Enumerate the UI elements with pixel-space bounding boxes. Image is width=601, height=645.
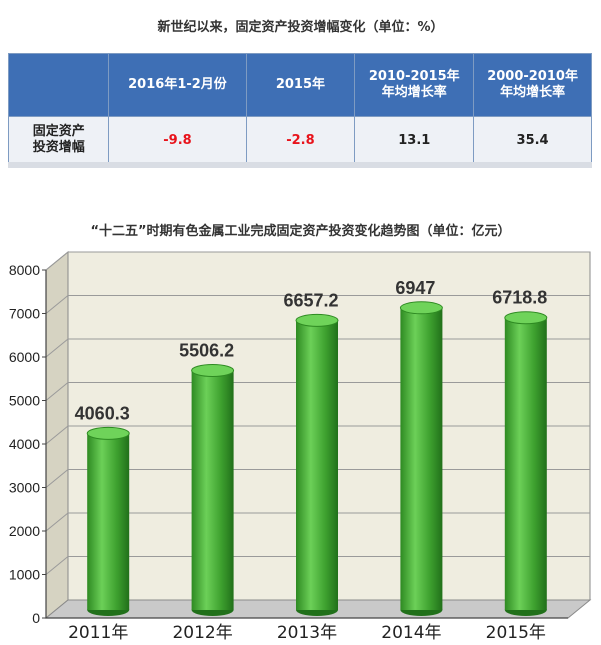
bar-top bbox=[86, 426, 130, 440]
table-row: 固定资产 投资增幅 -9.8 -2.8 13.1 35.4 bbox=[7, 116, 592, 164]
bar-body bbox=[87, 433, 130, 610]
header-cell-2016: 2016年1-2月份 bbox=[108, 53, 247, 117]
header-cell-2010-2015: 2010-2015年 年均增长率 bbox=[354, 53, 475, 117]
y-gridline-side bbox=[45, 382, 69, 401]
bar-value-label: 6718.8 bbox=[492, 288, 547, 308]
bar-top bbox=[191, 363, 235, 377]
table-title: 新世纪以来，固定资产投资增幅变化（单位：%） bbox=[157, 20, 444, 35]
x-tick-label: 2014年 bbox=[381, 623, 441, 643]
y-tick-label: 8000 bbox=[9, 262, 40, 278]
value-cell-2000-2010: 35.4 bbox=[473, 116, 592, 164]
y-tick-label: 0 bbox=[32, 610, 40, 626]
bar-chart: 0 1000 2000 3000 4000 5000 6000 7000 8000 4060.3 2… bbox=[9, 250, 592, 643]
table-header-row: 2016年1-2月份 2015年 2010-2015年 年均增长率 2000-20… bbox=[7, 53, 592, 117]
value-cell-2010-2015: 13.1 bbox=[354, 116, 475, 164]
bar bbox=[399, 301, 443, 616]
bar bbox=[191, 363, 235, 616]
y-tick-label: 6000 bbox=[9, 349, 40, 365]
y-gridline-side bbox=[45, 425, 69, 445]
bar-value-label: 4060.3 bbox=[75, 403, 130, 423]
y-tick-label: 2000 bbox=[9, 523, 40, 539]
bar bbox=[295, 313, 339, 616]
x-tick-label: 2013年 bbox=[277, 623, 337, 643]
y-tick-label: 7000 bbox=[9, 306, 40, 322]
bar-value-label: 6657.2 bbox=[283, 290, 338, 310]
header-cell-2015: 2015年 bbox=[245, 53, 356, 117]
bar-body bbox=[400, 307, 443, 610]
bar-body bbox=[504, 317, 547, 610]
bar-value-label: 5506.2 bbox=[179, 340, 234, 360]
row-label: 固定资产 投资增幅 bbox=[7, 116, 110, 164]
x-tick-label: 2012年 bbox=[172, 623, 232, 643]
x-tick-label: 2015年 bbox=[486, 623, 546, 643]
y-gridline-side bbox=[45, 338, 69, 358]
bar bbox=[504, 311, 548, 616]
value-cell-2015: -2.8 bbox=[245, 116, 356, 164]
bar-body bbox=[296, 320, 338, 610]
y-tick-label: 4000 bbox=[9, 436, 40, 452]
bar-top bbox=[295, 313, 339, 327]
x-tick-label: 2011年 bbox=[68, 623, 128, 643]
y-tick-label: 1000 bbox=[9, 567, 40, 583]
bar bbox=[86, 426, 130, 616]
y-gridline-side bbox=[45, 295, 69, 314]
header-cell-2000-2010: 2000-2010年 年均增长率 bbox=[473, 53, 592, 117]
y-gridline-side bbox=[45, 512, 69, 532]
bar-top bbox=[504, 311, 548, 325]
header-cell-empty bbox=[7, 53, 110, 117]
investment-growth-table: 2016年1-2月份 2015年 2010-2015年 年均增长率 2000-20… bbox=[7, 53, 592, 164]
bar-body bbox=[191, 370, 234, 610]
y-gridline-side bbox=[45, 556, 69, 575]
y-gridline-side bbox=[45, 469, 69, 488]
table-bottom-border bbox=[8, 162, 592, 168]
chart-title: “十二五”时期有色金属工业完成固定资产投资变化趋势图（单位：亿元） bbox=[90, 224, 511, 239]
y-tick-label: 3000 bbox=[9, 480, 40, 496]
y-tick-label: 5000 bbox=[9, 393, 40, 409]
value-cell-2016: -9.8 bbox=[108, 116, 247, 164]
bar-top bbox=[399, 301, 443, 315]
y-gridline-side bbox=[45, 251, 69, 271]
bar-value-label: 6947 bbox=[395, 278, 435, 298]
